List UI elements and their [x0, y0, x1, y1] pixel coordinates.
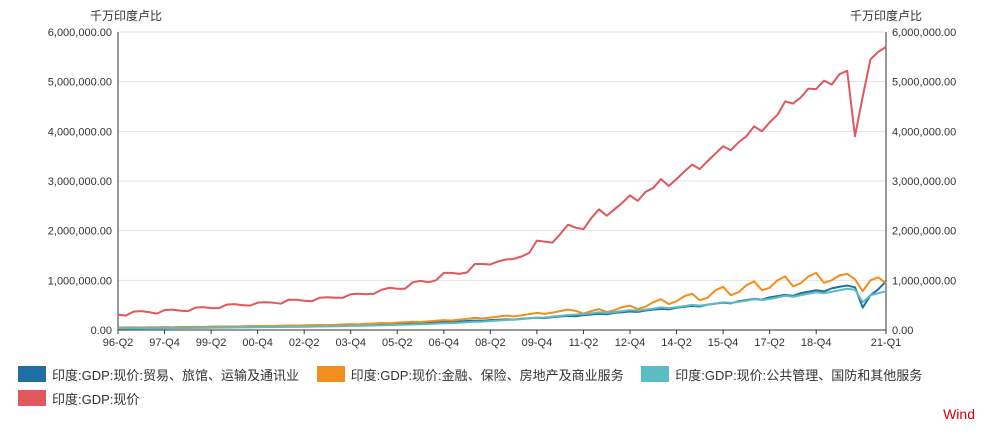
- legend: 印度:GDP:现价:贸易、旅馆、运输及通讯业 印度:GDP:现价:金融、保险、房…: [18, 362, 978, 410]
- y-tick-right: 2,000,000.00: [892, 226, 956, 238]
- y-tick-right: 4,000,000.00: [892, 126, 956, 138]
- series-line-3: [117, 46, 887, 317]
- legend-item-trade[interactable]: 印度:GDP:现价:贸易、旅馆、运输及通讯业: [18, 362, 299, 386]
- x-tick-label: 00-Q4: [242, 337, 273, 349]
- x-tick-label: 08-Q2: [475, 337, 506, 349]
- x-tick-label: 06-Q4: [429, 337, 460, 349]
- x-tick-label: 18-Q4: [801, 337, 832, 349]
- y-axis-left-ticks: 0.00 1,000,000.00 2,000,000.00 3,000,000.00…: [48, 27, 112, 337]
- x-tick-label: 15-Q4: [708, 337, 739, 349]
- x-axis-ticks: 96-Q2 97-Q4 99-Q2 00-Q4 02-Q2 03-Q4 05-Q2 06-Q4…: [103, 330, 902, 349]
- x-tick-label: 03-Q4: [335, 337, 366, 349]
- y-tick-left: 6,000,000.00: [48, 27, 112, 39]
- y-tick-right: 6,000,000.00: [892, 27, 956, 39]
- legend-swatch-public: [641, 366, 670, 382]
- x-tick-label: 09-Q4: [522, 337, 553, 349]
- x-tick-label: 12-Q4: [615, 337, 646, 349]
- y-tick-left: 1,000,000.00: [48, 275, 112, 287]
- grid-lines: [118, 31, 886, 281]
- y-unit-right: 千万印度卢比: [850, 8, 922, 23]
- x-tick-label: 17-Q2: [754, 337, 785, 349]
- y-tick-left: 4,000,000.00: [48, 126, 112, 138]
- y-tick-left: 3,000,000.00: [48, 176, 112, 188]
- legend-label-trade: 印度:GDP:现价:贸易、旅馆、运输及通讯业: [52, 367, 300, 383]
- y-tick-right: 1,000,000.00: [892, 275, 956, 287]
- line-chart: 0.00 1,000,000.00 2,000,000.00 3,000,000.00…: [48, 8, 956, 349]
- x-tick-label: 14-Q2: [661, 337, 692, 349]
- y-axis-right-ticks: 0.00 1,000,000.00 2,000,000.00 3,000,000.00…: [892, 27, 956, 337]
- legend-swatch-finance: [316, 366, 345, 382]
- legend-item-gdp[interactable]: 印度:GDP:现价: [18, 386, 139, 410]
- series-lines: [117, 46, 887, 330]
- y-tick-right: 3,000,000.00: [892, 176, 956, 188]
- x-tick-label: 99-Q2: [196, 337, 227, 349]
- source-label: Wind: [943, 406, 975, 422]
- x-tick-label: 02-Q2: [289, 337, 320, 349]
- series-line-2: [117, 287, 887, 330]
- legend-item-public[interactable]: 印度:GDP:现价:公共管理、国防和其他服务: [641, 362, 922, 386]
- legend-label-public: 印度:GDP:现价:公共管理、国防和其他服务: [675, 367, 923, 383]
- legend-label-gdp: 印度:GDP:现价: [52, 391, 140, 407]
- y-tick-left: 0.00: [91, 325, 112, 337]
- x-tick-label: 96-Q2: [103, 337, 134, 349]
- y-tick-right: 5,000,000.00: [892, 77, 956, 89]
- legend-label-finance: 印度:GDP:现价:金融、保险、房地产及商业服务: [350, 367, 624, 383]
- x-tick-label: 21-Q1: [871, 337, 902, 349]
- x-tick-label: 97-Q4: [149, 337, 180, 349]
- x-tick-label: 05-Q2: [382, 337, 413, 349]
- y-tick-right: 0.00: [892, 325, 913, 337]
- y-tick-left: 5,000,000.00: [48, 77, 112, 89]
- axes: [117, 32, 887, 331]
- legend-swatch-trade: [18, 366, 46, 382]
- legend-swatch-gdp: [18, 390, 46, 406]
- x-tick-label: 11-Q2: [569, 337, 599, 349]
- y-tick-left: 2,000,000.00: [48, 226, 112, 238]
- y-unit-left: 千万印度卢比: [90, 8, 162, 23]
- legend-item-finance[interactable]: 印度:GDP:现价:金融、保险、房地产及商业服务: [316, 362, 624, 386]
